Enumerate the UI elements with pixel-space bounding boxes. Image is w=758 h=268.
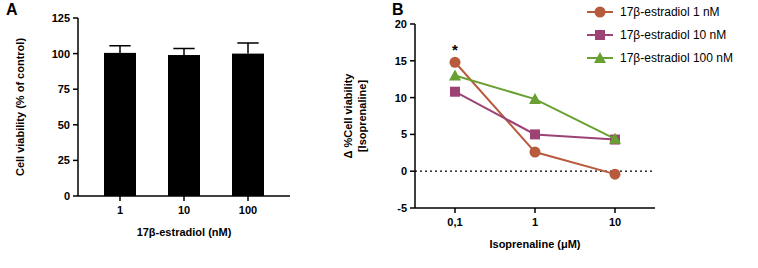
panel: A 0 25 50 75 100 125 1 10 100 17β-estradiol (nM) Ce… <box>6 1 290 238</box>
series-line <box>455 76 615 139</box>
y-tick-label: 15 <box>395 55 407 67</box>
y-tick <box>410 134 415 136</box>
bar <box>168 55 200 196</box>
panel-label: A <box>6 1 18 18</box>
legend: 17β-estradiol 1 nM 17β-estradiol 10 nM 17β… <box>587 5 733 65</box>
x-tick-label: 100 <box>239 204 257 216</box>
y-axis-label: [Isoprenaline] <box>356 80 368 152</box>
y-tick-label: 0 <box>64 190 70 202</box>
y-tick <box>410 170 415 172</box>
legend-marker <box>595 7 606 18</box>
y-tick <box>73 124 78 126</box>
plot-area <box>104 43 264 196</box>
y-tick <box>410 97 415 99</box>
x-tick-label: 1 <box>532 216 538 228</box>
legend-marker <box>595 30 605 40</box>
y-tick-label: 10 <box>395 92 407 104</box>
x-tick <box>534 208 536 213</box>
panel: B -5 0 5 10 15 20 0,1 1 10 Isoprenaline (μM) Δ %Cel… <box>342 1 733 250</box>
y-tick <box>73 160 78 162</box>
x-tick <box>454 208 456 213</box>
point <box>450 87 460 97</box>
point <box>610 169 621 180</box>
y-axis <box>77 18 79 196</box>
y-tick-label: 75 <box>58 83 70 95</box>
legend-label: 17β-estradiol 100 nM <box>620 51 733 65</box>
x-axis-label: 17β-estradiol (nM) <box>137 226 232 238</box>
error-bar <box>173 49 194 55</box>
x-tick <box>183 196 185 201</box>
point <box>449 70 461 81</box>
y-tick-label: 50 <box>58 119 70 131</box>
annotation: * <box>452 41 458 58</box>
x-tick <box>614 208 616 213</box>
x-tick-label: 0,1 <box>447 216 462 228</box>
x-tick-label: 10 <box>178 204 190 216</box>
plot-area <box>415 57 655 180</box>
y-axis <box>414 24 416 208</box>
point <box>530 129 540 139</box>
y-tick-label: 5 <box>401 128 407 140</box>
y-tick <box>73 53 78 55</box>
point <box>529 93 541 104</box>
legend-marker <box>594 52 606 63</box>
point <box>609 133 621 144</box>
figure: A025507510012511010017β-estradiol (nM)Ce… <box>0 0 758 268</box>
series-line <box>455 92 615 140</box>
y-tick <box>410 60 415 62</box>
bar <box>232 54 264 196</box>
y-axis-label: Cell viability (% of control) <box>14 38 26 176</box>
y-tick <box>73 88 78 90</box>
series-line <box>455 62 615 174</box>
y-tick <box>410 23 415 25</box>
point <box>450 57 461 68</box>
y-tick <box>73 17 78 19</box>
y-tick-label: 0 <box>401 165 407 177</box>
x-tick <box>119 196 121 201</box>
bar <box>104 53 136 196</box>
x-tick-label: 10 <box>609 216 621 228</box>
y-tick <box>410 207 415 209</box>
y-tick-label: -5 <box>397 202 407 214</box>
y-tick-label: 100 <box>52 48 70 60</box>
y-axis-label: Δ %Cell viability <box>342 73 354 159</box>
x-axis-label: Isoprenaline (μM) <box>489 238 580 250</box>
legend-label: 17β-estradiol 10 nM <box>620 28 726 42</box>
y-tick-label: 20 <box>395 18 407 30</box>
legend-label: 17β-estradiol 1 nM <box>620 5 720 19</box>
error-bar <box>237 43 258 54</box>
y-tick-label: 25 <box>58 154 70 166</box>
x-tick <box>247 196 249 201</box>
point <box>530 147 541 158</box>
x-tick-label: 1 <box>117 204 123 216</box>
y-tick <box>73 195 78 197</box>
panel-label: B <box>392 1 404 18</box>
y-tick-label: 125 <box>52 12 70 24</box>
error-bar <box>109 46 130 53</box>
